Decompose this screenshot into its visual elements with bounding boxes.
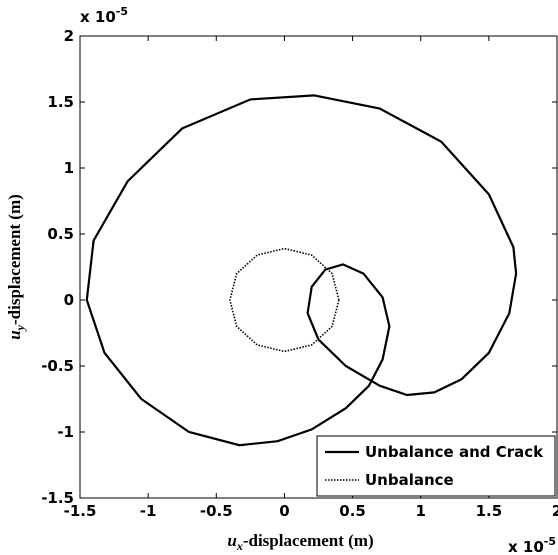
axis-multiplier: x 10-5 [508,535,556,555]
plot-area [79,35,558,499]
y-tick-label: 0.5 [47,225,74,243]
axis-label-var: u [5,330,24,339]
axis-label-rest: -displacement (m) [243,531,374,550]
axis-label-rest: -displacement (m) [5,194,24,325]
legend-label: Unbalance and Crack [365,443,544,461]
multiplier-base: x 10 [80,8,116,26]
y-tick-label: 2 [64,27,74,45]
axis-label-sub: x [236,539,243,553]
x-tick-label: 2 [552,502,558,520]
x-tick-label: -1.5 [64,502,97,520]
axis-label: uy-displacement (m) [5,194,27,340]
axis-multiplier: x 10-5 [80,5,128,26]
multiplier-exp: -5 [116,5,128,18]
axis-label: ux-displacement (m) [227,531,373,553]
x-tick-label: 1.5 [476,502,503,520]
series-line [229,247,340,353]
multiplier-exp: -5 [544,535,556,548]
x-tick-label: -1 [140,502,157,520]
multiplier-base: x 10 [508,538,544,555]
y-tick-label: 1.5 [47,93,74,111]
y-tick-label: 1 [64,159,74,177]
series-line [85,94,518,447]
legend-box [316,435,556,497]
axis-label-sub: y [13,324,27,332]
axis-label-var: u [227,531,236,550]
x-tick-label: 0.5 [339,502,366,520]
y-tick-label: -1 [57,423,74,441]
x-tick-label: 0 [279,502,289,520]
y-tick-label: 0 [64,291,74,309]
y-tick-label: -1.5 [41,489,74,507]
x-tick-label: 1 [415,502,425,520]
x-tick-label: -0.5 [200,502,233,520]
legend-label: Unbalance [365,471,454,489]
y-tick-label: -0.5 [41,357,74,375]
